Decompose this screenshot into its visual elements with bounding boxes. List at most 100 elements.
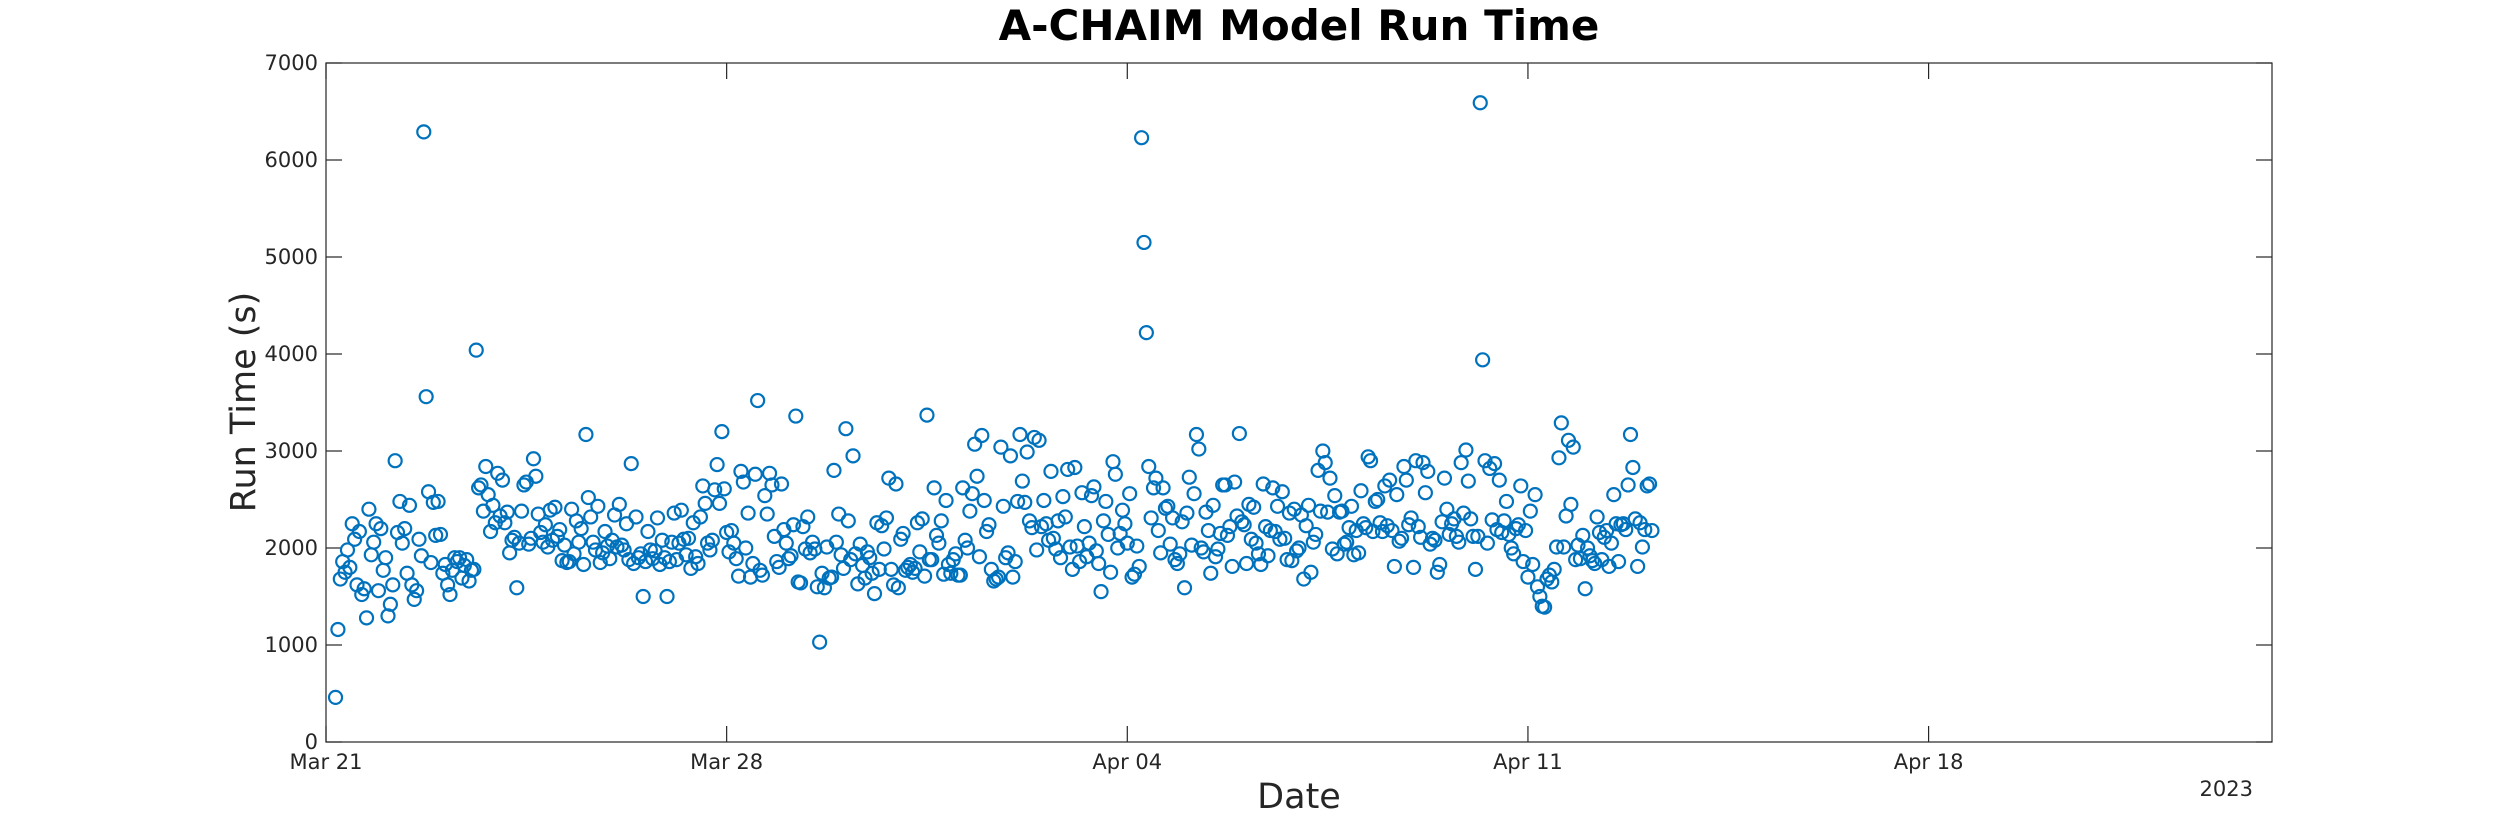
data-point [1236,517,1252,533]
data-point [1339,534,1355,550]
data-point [580,489,596,506]
data-point [1343,498,1360,514]
y-axis-ticks: 0 1000 2000 3000 4000 5000 6000 7000 [265,51,2272,754]
x-axis-ticks: Mar 21 Mar 28 Apr 04 Apr 11 Apr 18 [289,63,1963,774]
data-point [1367,493,1383,510]
data-point [1317,455,1333,471]
data-point [1341,520,1357,536]
data-point [1107,466,1123,482]
data-point [1133,130,1150,146]
data-point [1124,569,1140,585]
data-point [497,515,513,531]
data-point [1513,478,1529,494]
data-point [373,520,389,537]
data-point [1587,555,1603,572]
data-point [516,477,532,493]
data-point [590,498,606,514]
data-point [1060,461,1076,478]
data-point [1007,553,1023,570]
data-point [1477,453,1493,469]
data-point [692,509,709,525]
data-markers [327,95,1660,705]
data-point [1458,442,1474,458]
data-point [1620,477,1636,493]
data-point [826,462,842,478]
data-point [1529,579,1546,595]
data-point [1424,530,1441,546]
data-point [1227,474,1243,490]
data-point [1248,535,1264,551]
data-point [1076,519,1092,535]
data-point [1136,234,1152,251]
data-point [1491,472,1507,488]
data-point [1148,470,1164,486]
data-point [418,389,434,405]
data-point [912,544,928,560]
data-point [1393,530,1410,546]
data-point [738,540,754,556]
data-point [680,530,697,546]
data-point [1210,541,1226,557]
data-point [1162,536,1178,552]
data-point [673,502,689,518]
data-point [888,476,904,492]
data-point [585,534,601,550]
data-point [1045,530,1061,546]
data-point [926,480,942,496]
data-point [1122,486,1138,502]
data-point [1067,459,1083,476]
data-point [654,532,670,548]
data-point [440,577,456,593]
data-point [366,534,382,550]
data-point [1277,530,1293,546]
data-point [1129,538,1145,554]
data-point [1260,548,1276,564]
data-point [1515,553,1531,570]
data-point [1274,484,1290,500]
data-point [635,588,651,605]
data-point [473,477,489,493]
data-point [1548,539,1565,555]
data-point [451,550,468,566]
data-point [740,505,756,521]
data-point [1603,535,1620,551]
data-point [552,521,568,538]
y-tick-label: 7000 [265,51,318,75]
data-point [628,509,644,525]
data-point [432,526,449,543]
data-point [1634,539,1651,555]
data-point [747,466,763,482]
chart-title: A-CHAIM Model Run Time [999,1,1600,50]
data-point [840,513,856,529]
data-point [1353,483,1369,499]
data-point [356,581,372,597]
data-point [764,477,780,493]
data-point [358,610,375,626]
data-point [525,451,542,467]
data-point [1336,536,1352,552]
data-point [707,482,723,498]
data-point [1155,480,1171,496]
data-point [1234,514,1250,530]
data-point [1579,540,1596,556]
data-point [401,497,418,513]
data-point [1126,566,1143,582]
data-point [1231,425,1247,442]
data-point [1181,469,1197,485]
y-tick-label: 5000 [265,245,318,269]
data-point [513,503,530,519]
data-point [1086,479,1102,495]
data-point [1625,459,1641,476]
data-point [714,424,730,440]
data-point [378,550,394,566]
data-point [1083,488,1100,504]
data-point [561,553,577,570]
data-point [711,495,728,511]
data-point [990,569,1007,585]
data-point [709,456,725,473]
data-point [690,555,706,572]
data-point [1384,522,1400,539]
data-point [1370,491,1386,508]
data-point [509,580,525,596]
data-point [1074,485,1090,501]
